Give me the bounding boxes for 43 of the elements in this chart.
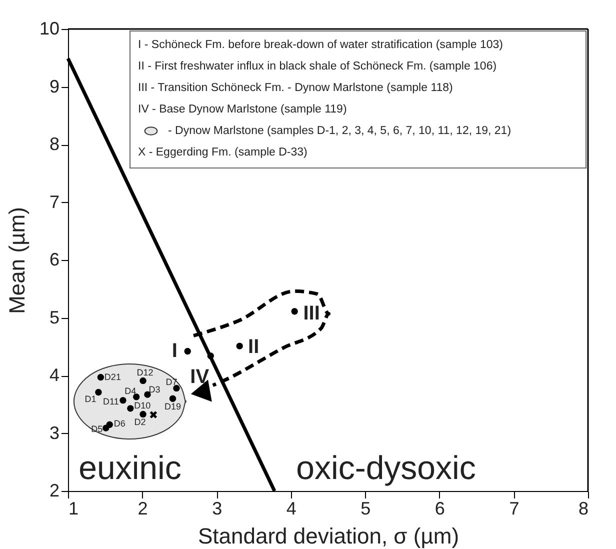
y-tick-label: 8 bbox=[49, 134, 60, 154]
annotation: III - Transition Schöneck Fm. - Dynow Marlstone (sample 118) bbox=[138, 82, 454, 94]
annotation: D1 bbox=[84, 394, 96, 404]
annotation: D6 bbox=[114, 418, 126, 429]
x-tick-label: 5 bbox=[360, 498, 371, 518]
x-tick-label: 2 bbox=[138, 498, 148, 518]
annotation: D10 bbox=[134, 400, 151, 410]
y-axis-title: Mean (µm) bbox=[4, 207, 30, 314]
y-tick-label: 3 bbox=[49, 422, 60, 443]
annotation: D2 bbox=[134, 417, 146, 428]
x-tick-label: 1 bbox=[68, 498, 79, 518]
annotation: oxic-dysoxic bbox=[296, 449, 476, 486]
x-tick-label: 8 bbox=[578, 498, 588, 518]
x-tick-label: 7 bbox=[509, 498, 520, 518]
annotation: II bbox=[248, 336, 260, 358]
annotation: IV - Base Dynow Marlstone (sample 119) bbox=[138, 104, 347, 116]
annotation: D3 bbox=[148, 384, 160, 395]
annotation: D11 bbox=[103, 396, 119, 406]
y-tick-label: 4 bbox=[49, 365, 60, 385]
y-tick-label: 9 bbox=[49, 76, 60, 96]
annotation: euxinic bbox=[78, 449, 182, 486]
annotation: I bbox=[172, 340, 178, 362]
annotation: - Dynow Marlstone (samples D-1, 2, 3, 4, 5, 6, 7, 10, 11, 12, 19, 21) bbox=[168, 125, 512, 137]
annotation: D21 bbox=[104, 372, 121, 382]
annotation: X - Eggerding Fm. (sample D-33) bbox=[138, 146, 308, 158]
y-tick-label: 5 bbox=[49, 307, 60, 328]
y-tick-label: 10 bbox=[39, 18, 60, 38]
annotation: III bbox=[303, 302, 320, 324]
annotation: II - First freshwater influx in black shale of Schöneck Fm. (sample 106) bbox=[138, 60, 497, 72]
x-tick-label: 4 bbox=[286, 498, 296, 518]
annotation: D7 bbox=[166, 377, 178, 388]
annotation: I - Schöneck Fm. before break-down of water stratification (sample 103) bbox=[138, 39, 504, 51]
y-tick-label: 2 bbox=[49, 480, 60, 500]
y-tick-label: 6 bbox=[49, 250, 60, 270]
annotation: IV bbox=[190, 366, 210, 388]
x-tick-label: 3 bbox=[212, 498, 222, 518]
x-axis-title: Standard deviation, σ (µm) bbox=[198, 524, 460, 548]
annotation: D4 bbox=[124, 386, 136, 396]
annotation: D12 bbox=[136, 368, 154, 378]
y-tick-label: 7 bbox=[49, 192, 60, 212]
x-tick-label: 6 bbox=[434, 498, 445, 518]
annotation: D19 bbox=[164, 402, 181, 412]
annotation: D5 bbox=[91, 424, 103, 434]
